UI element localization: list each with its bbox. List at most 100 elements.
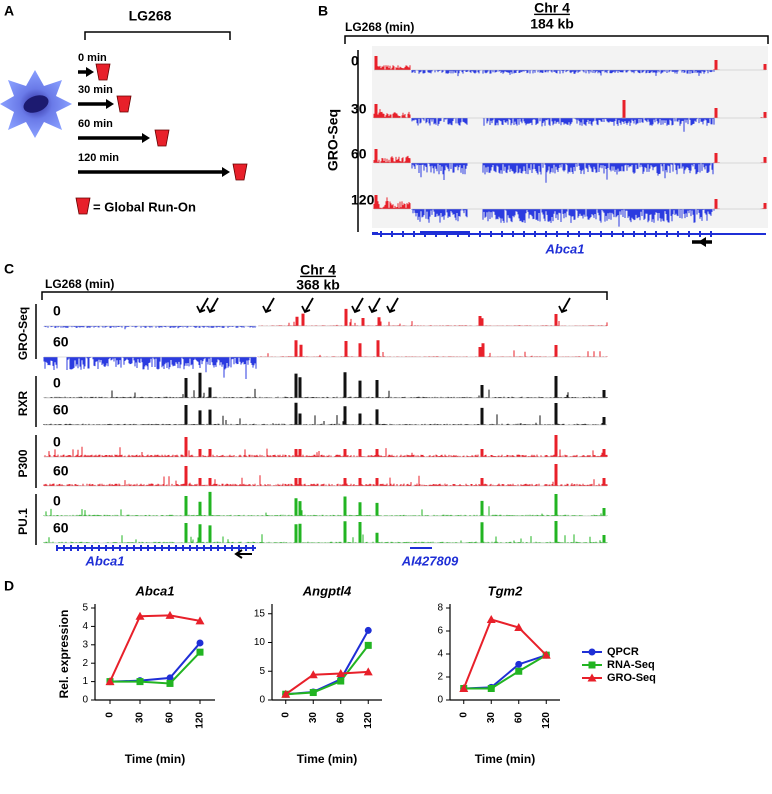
- exon: [119, 545, 121, 551]
- assay-label: PU.1: [16, 508, 30, 535]
- exon: [600, 231, 602, 237]
- legend-label: QPCR: [607, 646, 639, 658]
- run-on-marker: [75, 197, 91, 215]
- locus: Chr 4: [534, 0, 570, 16]
- callout-arrow: [368, 297, 381, 314]
- exon: [446, 231, 448, 237]
- exon: [545, 231, 547, 237]
- legend-text: = Global Run-On: [93, 199, 196, 214]
- track-label: 0: [53, 434, 61, 450]
- exon: [512, 231, 514, 237]
- signal-track: [43, 372, 608, 398]
- exon: [633, 231, 635, 237]
- exon: [56, 545, 58, 551]
- legend-label: GRO-Seq: [607, 672, 656, 684]
- point: [487, 685, 495, 692]
- exon: [666, 231, 668, 237]
- track-label: 60: [53, 334, 69, 350]
- time-label: 30 min: [78, 84, 113, 96]
- series-line: [463, 654, 547, 690]
- exon: [112, 545, 114, 551]
- gene-name: Abca1: [544, 241, 584, 256]
- x-axis-title: Time (min): [125, 752, 185, 766]
- run-on-marker: [95, 63, 111, 81]
- arrow-head: [106, 99, 114, 109]
- point: [196, 648, 204, 656]
- series-line: [109, 614, 201, 683]
- point: [308, 670, 318, 679]
- exon: [252, 545, 254, 551]
- callout-arrow: [301, 297, 314, 314]
- treatment-title: LG268: [129, 8, 172, 24]
- x-tick-label: 0: [105, 712, 116, 718]
- exon: [567, 231, 569, 237]
- y-tick-label: 6: [437, 626, 443, 637]
- exon: [710, 231, 712, 237]
- x-axis-title: Time (min): [475, 752, 535, 766]
- exon: [217, 545, 219, 551]
- callout-arrow: [558, 297, 571, 314]
- callout-arrow: [206, 297, 219, 314]
- exon: [245, 545, 247, 551]
- signal-track: [411, 163, 715, 183]
- time-label: 0 min: [78, 52, 107, 64]
- treatment-label: LG268 (min): [345, 20, 414, 34]
- x-tick-label: 120: [195, 712, 206, 729]
- arrow-head: [222, 167, 230, 177]
- x-axis-title: Time (min): [297, 752, 357, 766]
- track-label: 30: [351, 101, 367, 117]
- track-label: 0: [53, 303, 61, 319]
- track-label: 60: [351, 146, 367, 162]
- signal-track: [43, 521, 608, 543]
- exon: [182, 545, 184, 551]
- arrow-head: [698, 237, 706, 247]
- exon: [91, 545, 93, 551]
- point: [165, 610, 175, 619]
- legend-marker: [588, 661, 596, 669]
- legend-label: RNA-Seq: [607, 659, 655, 671]
- exon: [699, 231, 701, 237]
- y-tick-label: 2: [82, 658, 88, 669]
- exon: [391, 231, 393, 237]
- gene-name: AI427809: [401, 553, 459, 568]
- y-tick-label: 0: [82, 695, 88, 706]
- signal-track: [258, 308, 608, 326]
- point: [515, 660, 523, 668]
- series-line: [110, 651, 201, 685]
- exon: [189, 545, 191, 551]
- run-on-marker: [154, 129, 170, 147]
- x-tick-label: 60: [165, 712, 176, 724]
- point: [486, 615, 496, 623]
- track-label: 120: [351, 192, 375, 208]
- exon: [380, 231, 382, 237]
- panel-label: A: [4, 3, 14, 19]
- signal-track: [43, 435, 608, 457]
- point: [136, 678, 144, 686]
- exon: [622, 231, 624, 237]
- signal-track: [621, 100, 626, 118]
- y-tick-label: 4: [82, 621, 88, 632]
- track-label: 60: [53, 402, 69, 418]
- assay-label: GRO-Seq: [325, 109, 341, 171]
- chart-title: Angptl4: [302, 583, 352, 598]
- y-tick-label: 5: [82, 603, 88, 614]
- exon: [677, 231, 679, 237]
- y-tick-label: 10: [254, 637, 266, 648]
- point: [196, 639, 204, 647]
- treatment-label: LG268 (min): [45, 277, 114, 291]
- exon: [238, 545, 240, 551]
- exon: [203, 545, 205, 551]
- legend-marker: [588, 648, 596, 656]
- exon: [231, 545, 233, 551]
- exon: [413, 231, 415, 237]
- exon: [644, 231, 646, 237]
- signal-track: [43, 491, 608, 516]
- track-label: 0: [53, 493, 61, 509]
- x-tick-label: 120: [363, 712, 374, 729]
- exon: [84, 545, 86, 551]
- track-label: 60: [53, 520, 69, 536]
- exon: [126, 545, 128, 551]
- exon: [161, 545, 163, 551]
- callout-arrow: [262, 297, 275, 314]
